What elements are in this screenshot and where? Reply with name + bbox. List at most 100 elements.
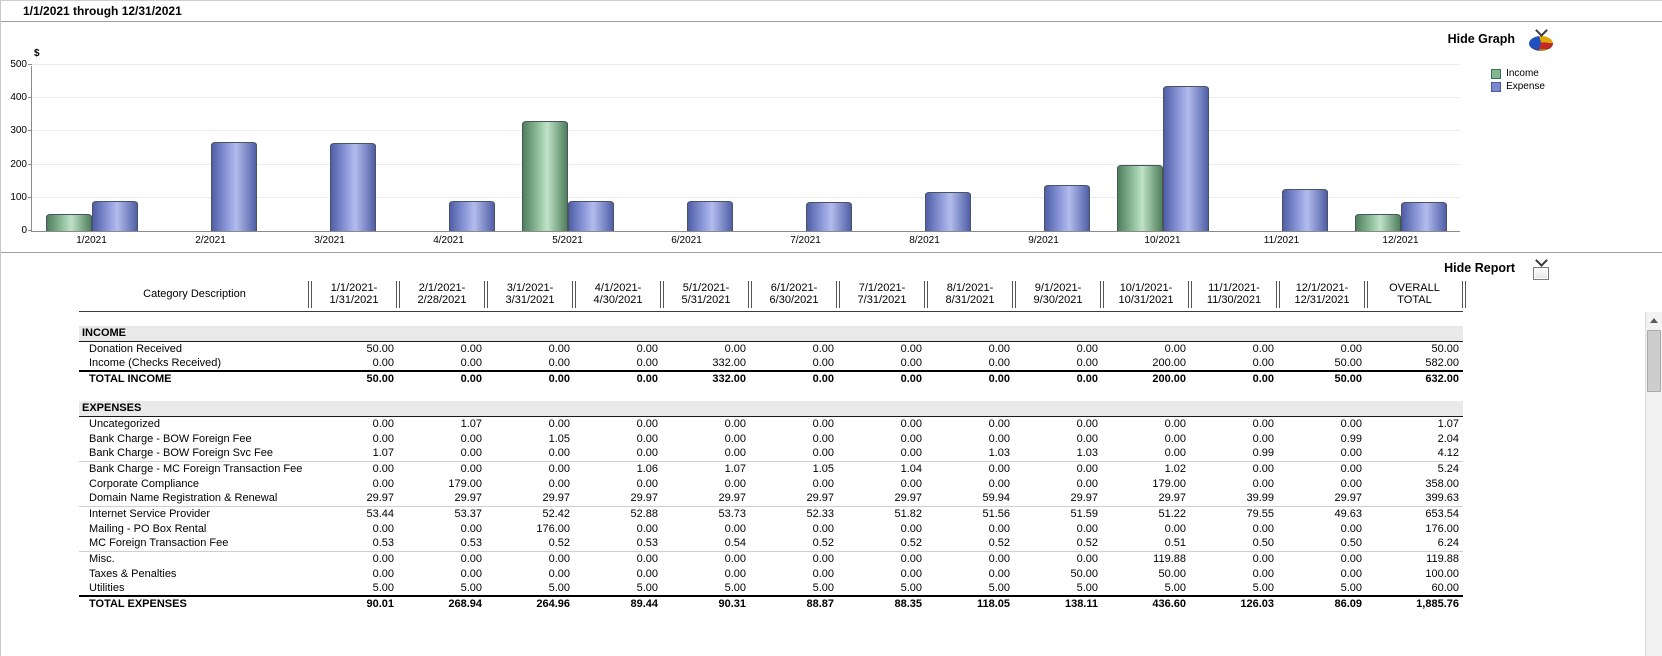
amount-cell: 332.00: [712, 357, 746, 369]
amount-cell: 1,885.76: [1366, 595, 1463, 611]
total-row: TOTAL INCOME 50.00 0.00 0.00 0.00 332.00 0.00 0…: [79, 370, 1463, 386]
total-row: TOTAL EXPENSES 90.01 268.94 264.96 89.44 90.3…: [79, 595, 1463, 611]
category-label[interactable]: Internet Service Provider: [89, 507, 211, 520]
category-row[interactable]: Mailing - PO Box Rental 0.00 0.00 176.00 0.0…: [79, 521, 1463, 536]
legend-expense-label: Expense: [1506, 81, 1545, 92]
category-row[interactable]: Donation Received 50.00 0.00 0.00 0.00 0.00 0.…: [79, 341, 1463, 356]
amount-cell: 0.00: [1076, 462, 1098, 475]
category-row[interactable]: Bank Charge - BOW Foreign Fee 0.00 0.00 1.0…: [79, 431, 1463, 446]
amount-cell: 5.00: [486, 581, 574, 597]
amount-cell: 0.00: [372, 522, 394, 535]
pie-chart-collapse-icon[interactable]: [1524, 24, 1558, 51]
amount-cell: 0.00: [812, 477, 834, 490]
report-sheet-icon: [1533, 267, 1549, 280]
income-bar[interactable]: [1116, 165, 1163, 231]
expense-bar[interactable]: [1281, 189, 1328, 231]
category-row[interactable]: Misc. 0.00 0.00 0.00 0.00 0.00 0.00 0.00 0.00 0.0…: [79, 551, 1463, 566]
expense-bar[interactable]: [924, 192, 971, 231]
scrollbar-thumb[interactable]: [1647, 330, 1661, 392]
amount-cell: 0.00: [1340, 477, 1362, 490]
vertical-scrollbar[interactable]: [1645, 312, 1662, 656]
expense-bar[interactable]: [686, 201, 733, 231]
amount-cell: 0.00: [724, 522, 746, 535]
category-label[interactable]: Utilities: [79, 581, 310, 597]
amount-cell: 0.00: [900, 432, 922, 445]
amount-cell: 126.03: [1190, 595, 1278, 611]
category-label[interactable]: Domain Name Registration & Renewal: [79, 491, 310, 507]
amount-cell: 90.31: [662, 595, 750, 611]
category-label[interactable]: Donation Received: [89, 342, 182, 355]
amount-cell: 0.00: [486, 446, 574, 462]
amount-cell: 52.33: [806, 507, 834, 520]
gridline: [32, 164, 1460, 165]
amount-cell: 0.53: [398, 536, 486, 552]
category-row[interactable]: Corporate Compliance 0.00 179.00 0.00 0.00 0.…: [79, 476, 1463, 491]
spacer-row: [79, 311, 1463, 326]
amount-cell: 50.00: [1431, 342, 1459, 355]
amount-cell: 0.00: [460, 342, 482, 355]
category-label[interactable]: MC Foreign Transaction Fee: [79, 536, 310, 552]
amount-cell: 29.97: [398, 491, 486, 507]
category-label[interactable]: Income (Checks Received): [89, 357, 222, 369]
category-row[interactable]: Income (Checks Received) 0.00 0.00 0.00 0.00…: [79, 356, 1463, 371]
amount-cell: 0.00: [460, 567, 482, 580]
category-row[interactable]: MC Foreign Transaction Fee 0.53 0.53 0.52 0.…: [79, 536, 1463, 552]
x-axis-label: 5/2021: [552, 235, 583, 246]
amount-cell: 0.00: [1164, 417, 1186, 430]
x-axis-label: 2/2021: [195, 235, 226, 246]
amount-cell: 29.97: [1278, 491, 1366, 507]
category-row[interactable]: Bank Charge - MC Foreign Transaction Fee…: [79, 461, 1463, 476]
expense-swatch-icon: [1491, 81, 1502, 92]
expense-bar[interactable]: [91, 201, 138, 231]
amount-cell: 5.00: [1190, 581, 1278, 597]
amount-cell: 176.00: [536, 522, 570, 535]
amount-cell: 50.00: [1334, 357, 1362, 369]
category-label[interactable]: Bank Charge - BOW Foreign Fee: [89, 432, 252, 445]
amount-cell: 632.00: [1366, 370, 1463, 386]
report-collapse-icon[interactable]: [1524, 254, 1558, 280]
category-row[interactable]: Domain Name Registration & Renewal 29.97 2…: [79, 491, 1463, 507]
amount-cell: 0.00: [988, 417, 1010, 430]
amount-cell: 6.24: [1366, 536, 1463, 552]
income-bar[interactable]: [1354, 214, 1401, 231]
amount-cell: 0.00: [900, 552, 922, 565]
hide-graph-button[interactable]: Hide Graph: [1448, 24, 1558, 51]
amount-cell: 51.56: [982, 507, 1010, 520]
category-label[interactable]: Misc.: [89, 552, 115, 565]
category-label[interactable]: Bank Charge - BOW Foreign Svc Fee: [79, 446, 310, 462]
gridline: [32, 64, 1460, 65]
expense-bar[interactable]: [567, 201, 614, 231]
category-label[interactable]: Mailing - PO Box Rental: [89, 522, 207, 535]
expense-bar[interactable]: [210, 142, 257, 231]
category-label[interactable]: Taxes & Penalties: [89, 567, 177, 580]
category-label[interactable]: Uncategorized: [89, 417, 160, 430]
amount-cell: 0.54: [662, 536, 750, 552]
income-bar[interactable]: [521, 121, 568, 231]
expense-bar[interactable]: [1400, 202, 1447, 231]
amount-cell: 51.82: [894, 507, 922, 520]
amount-cell: 1.05: [548, 432, 570, 445]
expense-bar[interactable]: [1162, 86, 1209, 231]
expense-bar[interactable]: [448, 201, 495, 231]
income-bar[interactable]: [45, 214, 92, 231]
expense-bar[interactable]: [805, 202, 852, 231]
column-header: 12/1/2021- 12/31/2021: [1276, 278, 1366, 312]
category-row[interactable]: Bank Charge - BOW Foreign Svc Fee 1.07 0.0…: [79, 446, 1463, 462]
category-row[interactable]: Uncategorized 0.00 1.07 0.00 0.00 0.00 0.00 0.0…: [79, 416, 1463, 431]
amount-cell: 0.00: [1252, 357, 1274, 369]
amount-cell: 5.00: [662, 581, 750, 597]
category-row[interactable]: Utilities 5.00 5.00 5.00 5.00 5.00 5.00 5.00 5.0…: [79, 581, 1463, 597]
amount-cell: 2.04: [1437, 432, 1459, 445]
hide-report-button[interactable]: Hide Report: [1444, 254, 1558, 280]
category-label[interactable]: Corporate Compliance: [89, 477, 200, 490]
category-row[interactable]: Internet Service Provider 53.44 53.37 52.42…: [79, 506, 1463, 521]
scroll-up-button[interactable]: [1646, 312, 1662, 329]
amount-cell: 0.00: [1340, 522, 1362, 535]
amount-cell: 0.52: [750, 536, 838, 552]
category-label[interactable]: Bank Charge - MC Foreign Transaction Fee: [89, 462, 303, 475]
section-header-row: EXPENSES: [79, 401, 1463, 417]
category-row[interactable]: Taxes & Penalties 0.00 0.00 0.00 0.00 0.00 0.0…: [79, 566, 1463, 581]
amount-cell: 1.05: [812, 462, 834, 475]
expense-bar[interactable]: [1043, 185, 1090, 231]
expense-bar[interactable]: [329, 143, 376, 231]
